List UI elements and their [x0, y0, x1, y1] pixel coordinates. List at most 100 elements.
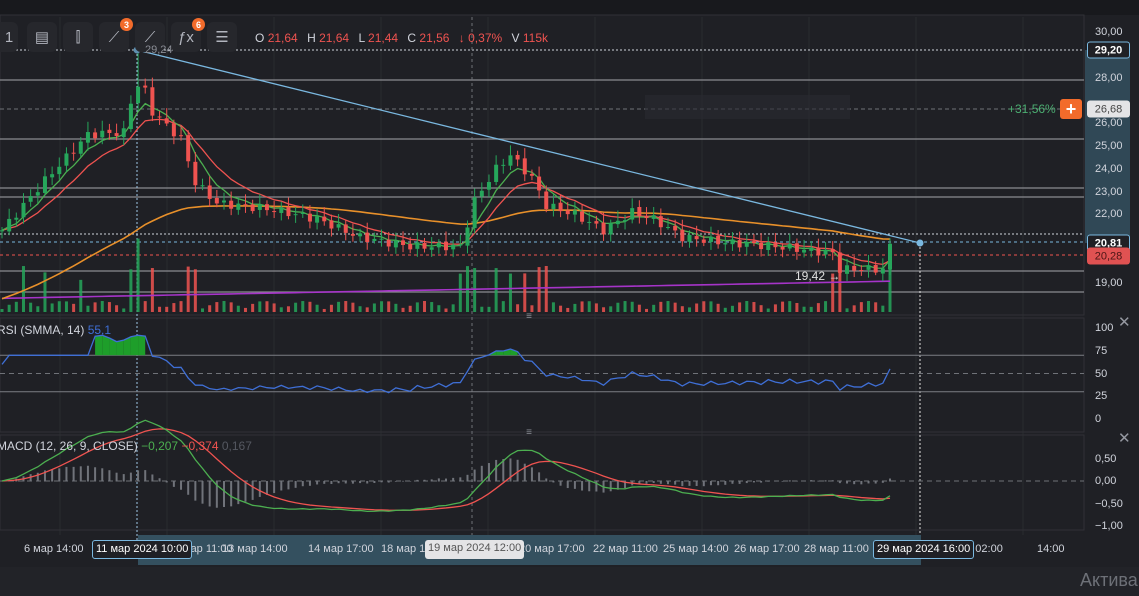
macd-histogram-bar: [237, 481, 240, 505]
candle-body: [336, 224, 341, 228]
volume-bar: [21, 266, 25, 312]
macd-histogram-bar: [215, 481, 218, 508]
volume-bar: [702, 301, 706, 312]
macd-histogram-bar: [466, 474, 469, 482]
volume-bar: [687, 307, 691, 312]
macd-histogram-bar: [724, 481, 727, 485]
price-tick: 23,00: [1095, 185, 1123, 198]
time-tick: 22 мар 11:00: [593, 543, 658, 555]
macd-histogram-bar: [774, 481, 777, 482]
rsi-overbought-fill: [123, 336, 131, 356]
candle-body: [315, 216, 320, 223]
volume-bar: [258, 301, 262, 312]
candle-body: [780, 247, 785, 250]
add-button[interactable]: +: [1060, 99, 1082, 119]
volume-bar: [523, 273, 527, 312]
chart-area[interactable]: [0, 15, 1139, 567]
volume-bar: [150, 268, 154, 312]
candle-body: [859, 269, 864, 271]
macd-histogram-bar: [846, 481, 849, 484]
macd-histogram-bar: [323, 481, 326, 484]
macd-histogram-bar: [94, 467, 97, 482]
volume-bar: [0, 309, 4, 312]
candle-body: [873, 264, 878, 273]
price-tag-trend-end: 29,20: [1087, 41, 1130, 59]
trend-line-button[interactable]: ⟋: [135, 22, 165, 52]
macd-histogram-bar: [423, 479, 426, 482]
volume-bar: [122, 308, 126, 312]
candle-body: [572, 210, 577, 215]
candle-body: [773, 243, 778, 248]
close-macd-icon[interactable]: ✕: [1118, 430, 1131, 447]
drawing-tools-button[interactable]: ⟋ 3: [99, 18, 133, 52]
macd-histogram-bar: [502, 459, 505, 482]
pane-border: [0, 317, 1085, 433]
price-tick: 24,00: [1095, 162, 1123, 175]
candle-body: [78, 141, 83, 154]
candle-body: [64, 153, 69, 166]
close-rsi-icon[interactable]: ✕: [1118, 314, 1131, 331]
macd-histogram-bar: [144, 470, 147, 482]
candle-body: [14, 217, 19, 220]
candle-body: [479, 190, 484, 197]
rsi-overbought-fill: [138, 335, 146, 356]
volume-bar: [129, 269, 133, 312]
candle-body: [544, 191, 549, 209]
macd-histogram-bar: [402, 480, 405, 482]
volume-bar: [602, 307, 606, 312]
macd-histogram-bar: [473, 469, 476, 482]
candle-body: [845, 265, 850, 274]
candles-button[interactable]: ⫿: [63, 22, 93, 52]
settings-button[interactable]: ☰: [207, 22, 237, 52]
macd-histogram-bar: [459, 477, 462, 482]
candle-body: [7, 218, 12, 232]
macd-histogram-bar: [545, 478, 548, 482]
time-tag-crosshair: 19 мар 2024 12:00: [425, 540, 525, 559]
volume-bar: [795, 302, 799, 312]
volume-bar: [72, 303, 76, 312]
macd-histogram-bar: [480, 465, 483, 482]
macd-histogram-bar: [430, 479, 433, 482]
candles-icon: ⫿: [75, 28, 81, 46]
macd-line: [1, 419, 891, 513]
candle-body: [830, 249, 835, 253]
signal-value: −0,374: [181, 439, 219, 453]
candle-body: [307, 213, 312, 222]
rsi-overbought-fill: [496, 350, 504, 356]
interval-button[interactable]: 1: [0, 22, 18, 52]
volume-bar: [308, 301, 312, 312]
volume-bar: [645, 308, 649, 312]
macd-histogram-bar: [674, 481, 677, 485]
rsi-overbought-fill: [130, 335, 139, 356]
price-tick: 26,00: [1095, 117, 1123, 130]
candle-body: [279, 207, 284, 213]
volume-bar: [652, 304, 656, 312]
macd-histogram-bar: [43, 470, 46, 482]
candle-body: [71, 152, 76, 154]
candle-body: [508, 155, 513, 166]
candle-body: [286, 207, 291, 217]
candle-body: [50, 174, 55, 178]
volume-bar: [143, 301, 147, 312]
macd-histogram-bar: [445, 478, 447, 482]
low-label: L: [358, 31, 365, 45]
macd-histogram-bar: [280, 481, 283, 491]
candle-body: [608, 223, 613, 235]
candle-body: [429, 247, 434, 250]
macd-histogram-bar: [208, 481, 211, 507]
macd-histogram-bar: [530, 467, 533, 482]
volume-bar: [766, 308, 770, 312]
macd-histogram-bar: [36, 472, 39, 482]
macd-histogram-bar: [201, 481, 204, 504]
candle-body: [257, 204, 262, 210]
macd-histogram-bar: [552, 481, 555, 483]
candle-body: [794, 243, 799, 252]
macd-histogram-bar: [824, 480, 827, 482]
candle-body: [666, 226, 670, 228]
indicators-template-button[interactable]: ▤: [27, 22, 57, 52]
formula-button[interactable]: ƒx 6: [171, 18, 205, 52]
pane-resize-handle: ≡: [526, 311, 532, 322]
macd-histogram-bar: [258, 481, 261, 497]
macd-histogram-bar: [366, 481, 369, 484]
